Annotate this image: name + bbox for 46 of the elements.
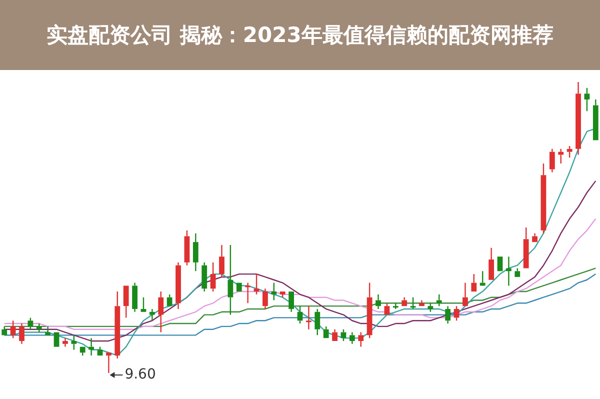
candlestick [549,148,555,173]
candlestick [228,244,234,316]
candlestick [114,290,120,360]
candlestick [245,282,251,304]
candlestick [576,81,581,156]
candlestick [202,262,208,292]
candlestick [532,232,538,242]
candlestick [419,300,424,306]
candlestick [402,296,408,306]
candlestick [106,352,112,374]
candlestick [271,282,277,301]
candlestick [158,290,164,333]
candlestick [376,294,381,310]
candlestick [540,162,546,234]
candlestick [366,282,372,339]
candlestick [2,326,8,336]
candlestick [19,322,24,344]
candlestick [254,273,260,296]
candlestick [262,288,268,310]
candlestick [392,302,398,310]
candlestick [176,262,181,310]
chart-title: 实盘配资公司 揭秘：2023年最值得信赖的配资网推荐 [46,22,554,49]
candlestick [349,332,355,344]
annotation: 9.60 [124,366,156,383]
candlestick [210,262,216,292]
candlestick [558,148,564,164]
candlestick [71,334,77,350]
candlestick [445,305,451,324]
candlestick [332,328,338,341]
title-banner: 实盘配资公司 揭秘：2023年最值得信赖的配资网推荐 [0,0,600,70]
candlestick [149,308,155,322]
candlestick [288,292,294,312]
candlestick [506,256,512,286]
candlestick [62,337,68,348]
candlestick [462,282,468,306]
candlestick [592,98,598,140]
candlestick [140,296,146,312]
candlestick [306,305,312,330]
candlestick [192,232,198,272]
candlestick [219,244,224,278]
candlestick [584,87,590,112]
candlestick [488,247,494,280]
candlestick [523,226,529,268]
candlestick [410,296,416,310]
candlestick [132,282,138,312]
candlestick [123,286,129,318]
